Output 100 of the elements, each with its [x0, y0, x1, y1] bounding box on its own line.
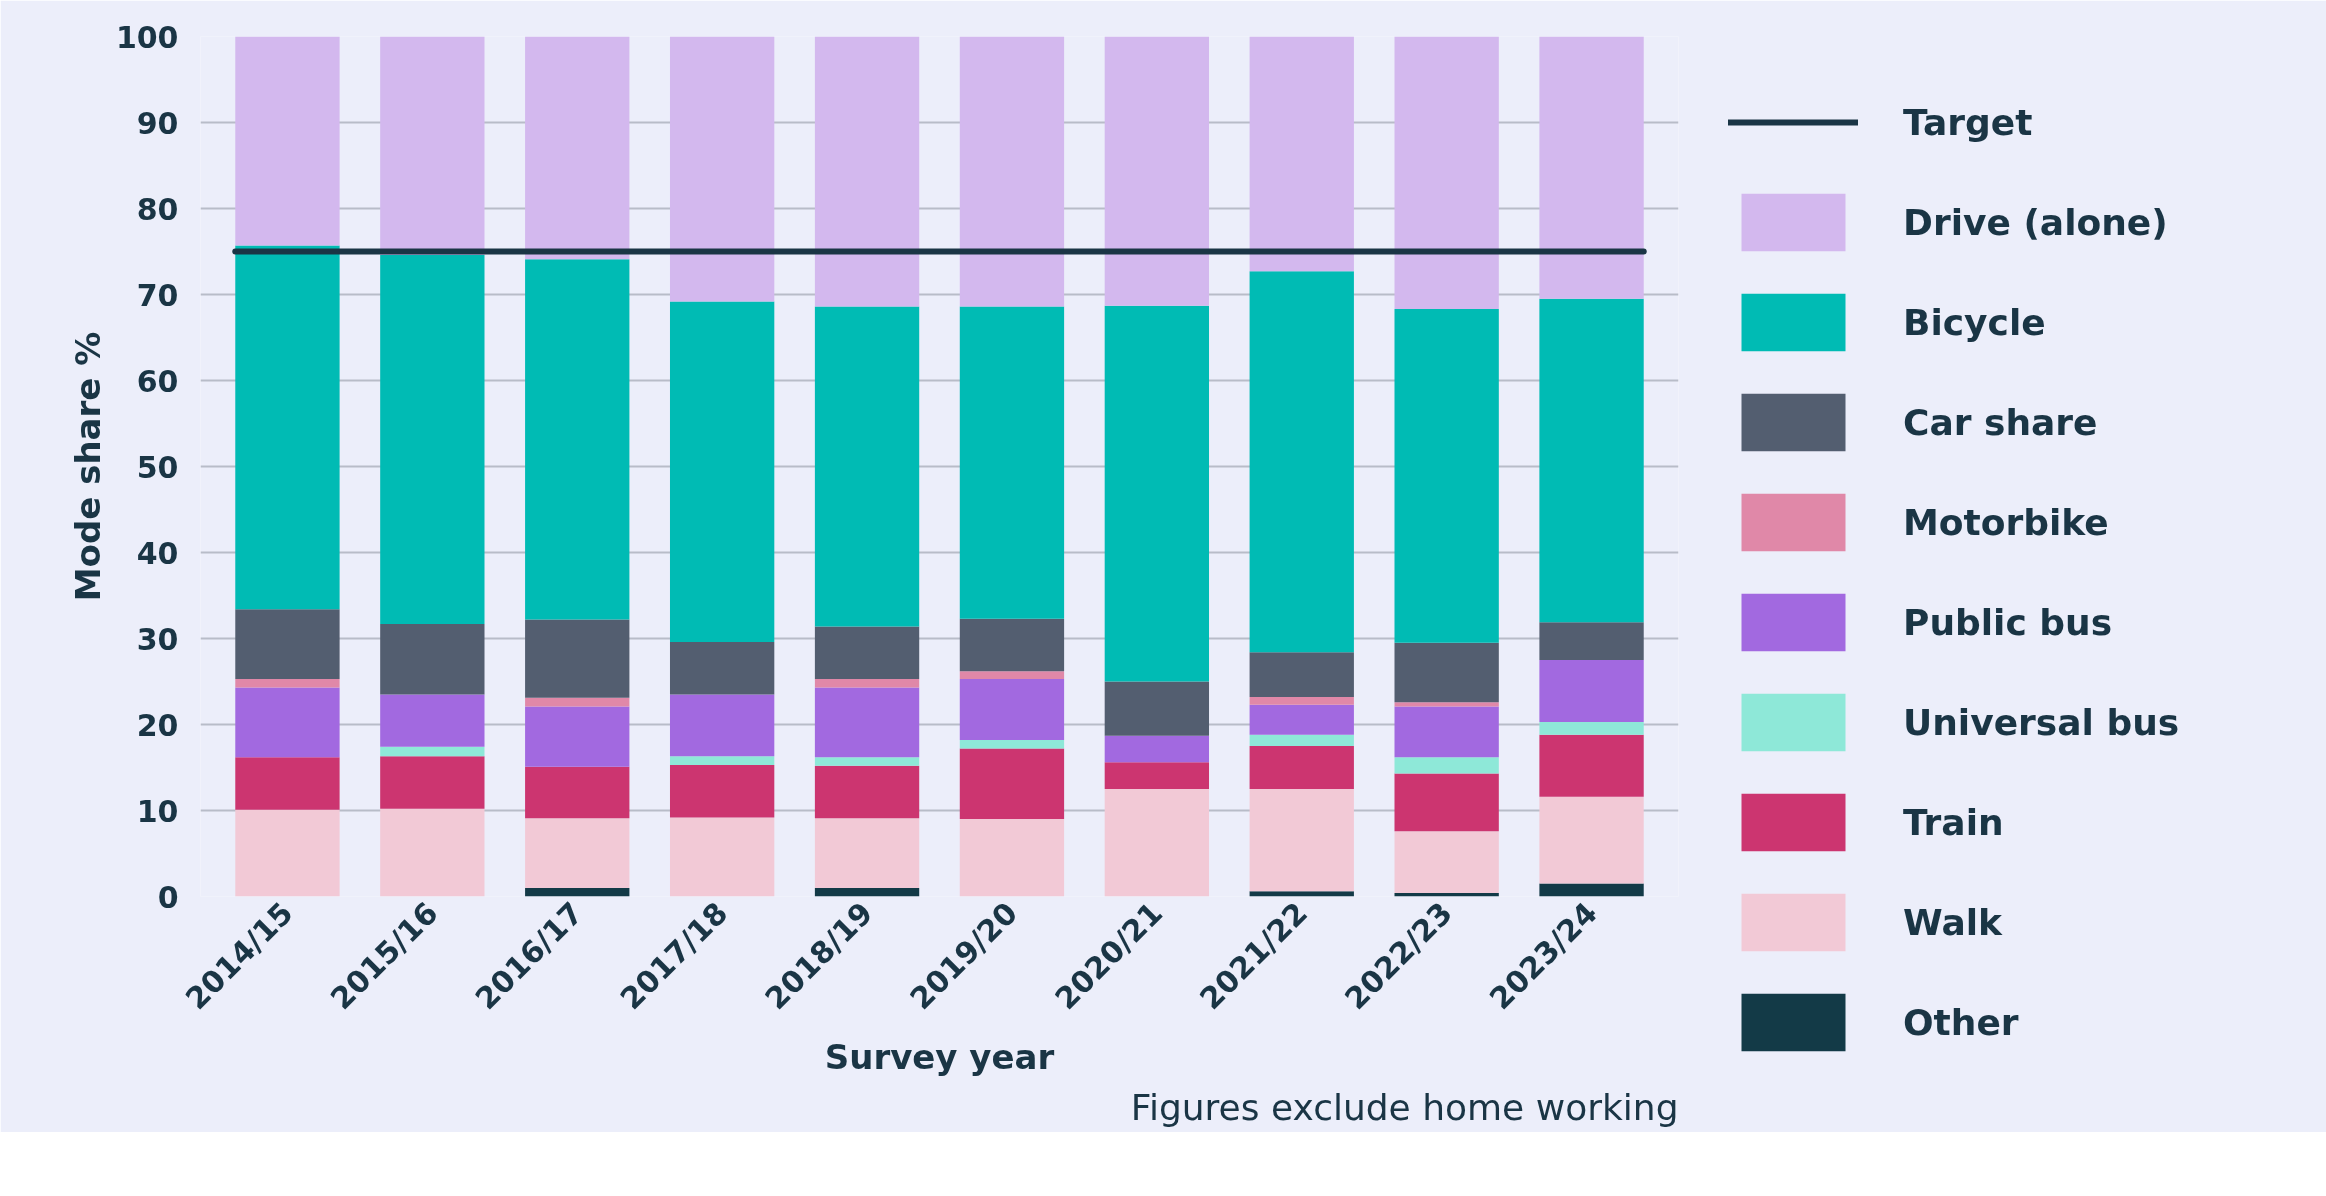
y-tick-label: 80	[136, 191, 179, 227]
bar	[235, 678, 340, 688]
bar	[669, 756, 775, 765]
bar	[959, 739, 1065, 749]
bar	[669, 36, 775, 302]
bar	[380, 808, 485, 897]
bar	[669, 694, 775, 757]
bar	[235, 809, 340, 897]
legend-label: Public bus	[1903, 601, 2113, 643]
bar	[525, 259, 630, 620]
bar	[1249, 891, 1354, 897]
bar	[1394, 642, 1499, 703]
bar	[959, 618, 1065, 672]
bar	[1539, 796, 1644, 884]
bar	[1394, 706, 1499, 758]
bar	[959, 819, 1065, 897]
bar	[380, 694, 485, 747]
bar	[669, 301, 775, 642]
bar	[235, 757, 340, 810]
y-tick-label: 40	[136, 535, 179, 571]
bar	[1249, 36, 1354, 272]
bar	[1394, 36, 1499, 310]
bar	[1249, 734, 1354, 746]
bar	[380, 756, 485, 809]
y-tick-label: 50	[136, 449, 179, 485]
bar	[814, 626, 920, 679]
bar	[669, 641, 775, 695]
bar	[1539, 734, 1644, 797]
bar	[814, 887, 920, 897]
bar	[235, 609, 340, 679]
legend-label: Car share	[1903, 401, 2098, 443]
legend-label: Walk	[1903, 901, 2002, 943]
bar	[959, 306, 1065, 619]
bar	[814, 306, 920, 627]
y-tick-label: 70	[136, 277, 179, 313]
bar	[959, 36, 1065, 307]
bar	[1394, 309, 1499, 643]
bar	[1249, 696, 1354, 705]
bar	[669, 817, 775, 897]
bar	[1539, 298, 1644, 623]
bar	[525, 697, 630, 707]
bar	[1249, 789, 1354, 892]
bar	[1249, 652, 1354, 697]
text: Figures exclude home working	[1130, 1086, 1679, 1128]
bar	[1394, 773, 1499, 832]
legend-label: Drive (alone)	[1903, 201, 2168, 243]
bar	[1394, 702, 1499, 707]
legend-label: Bicycle	[1903, 301, 2046, 343]
bar	[1104, 36, 1210, 306]
bar	[669, 764, 775, 818]
bar	[380, 254, 485, 624]
y-tick-label: 60	[136, 363, 179, 399]
y-tick-label: 20	[136, 707, 179, 743]
bar	[1539, 883, 1644, 897]
bar	[814, 765, 920, 819]
bar	[1104, 681, 1210, 736]
bar	[959, 748, 1065, 820]
legend-label: Universal bus	[1903, 701, 2180, 743]
bar	[1249, 704, 1354, 735]
y-tick-label: 100	[115, 19, 179, 55]
bar	[525, 36, 630, 260]
bar	[235, 687, 340, 758]
y-tick-label: 10	[136, 793, 179, 829]
bar	[1249, 271, 1354, 653]
bar	[959, 678, 1065, 740]
bar	[525, 619, 630, 698]
x-axis-title: Survey year	[824, 1036, 1055, 1077]
bar	[1539, 36, 1644, 299]
y-tick-label: 30	[136, 621, 179, 657]
legend-label: Motorbike	[1903, 501, 2109, 543]
bar	[525, 706, 630, 767]
bar	[1249, 746, 1354, 789]
bar	[1104, 305, 1210, 682]
legend-label: Other	[1903, 1001, 2019, 1043]
bar	[380, 746, 485, 757]
bar	[1104, 735, 1210, 763]
bar	[1539, 721, 1644, 735]
bar	[1394, 831, 1499, 894]
bar	[814, 818, 920, 888]
bar	[814, 687, 920, 758]
bar	[1539, 622, 1644, 660]
y-tick-label: 0	[157, 879, 179, 915]
y-axis-title: Mode share %	[67, 331, 108, 602]
bar	[235, 36, 340, 246]
bar	[1539, 660, 1644, 722]
bar	[525, 887, 630, 897]
bar	[525, 818, 630, 888]
legend-label: Train	[1903, 801, 2004, 843]
legend-label: Target	[1903, 101, 2033, 143]
bar	[959, 671, 1065, 679]
bar	[235, 245, 340, 610]
bar	[1394, 757, 1499, 774]
bar	[1104, 762, 1210, 789]
bar	[814, 36, 920, 307]
bar	[1104, 789, 1210, 897]
bar	[814, 757, 920, 766]
bar	[380, 623, 485, 695]
bar	[814, 678, 920, 688]
bar	[525, 766, 630, 819]
y-tick-label: 90	[136, 105, 179, 141]
